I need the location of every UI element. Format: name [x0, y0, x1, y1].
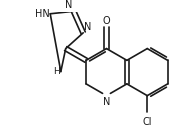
Text: H: H — [53, 67, 60, 76]
Text: N: N — [84, 22, 91, 32]
Text: N: N — [103, 97, 110, 107]
Text: N: N — [65, 0, 73, 10]
Text: Cl: Cl — [143, 117, 152, 127]
Text: O: O — [103, 16, 110, 26]
Text: HN: HN — [35, 9, 49, 19]
